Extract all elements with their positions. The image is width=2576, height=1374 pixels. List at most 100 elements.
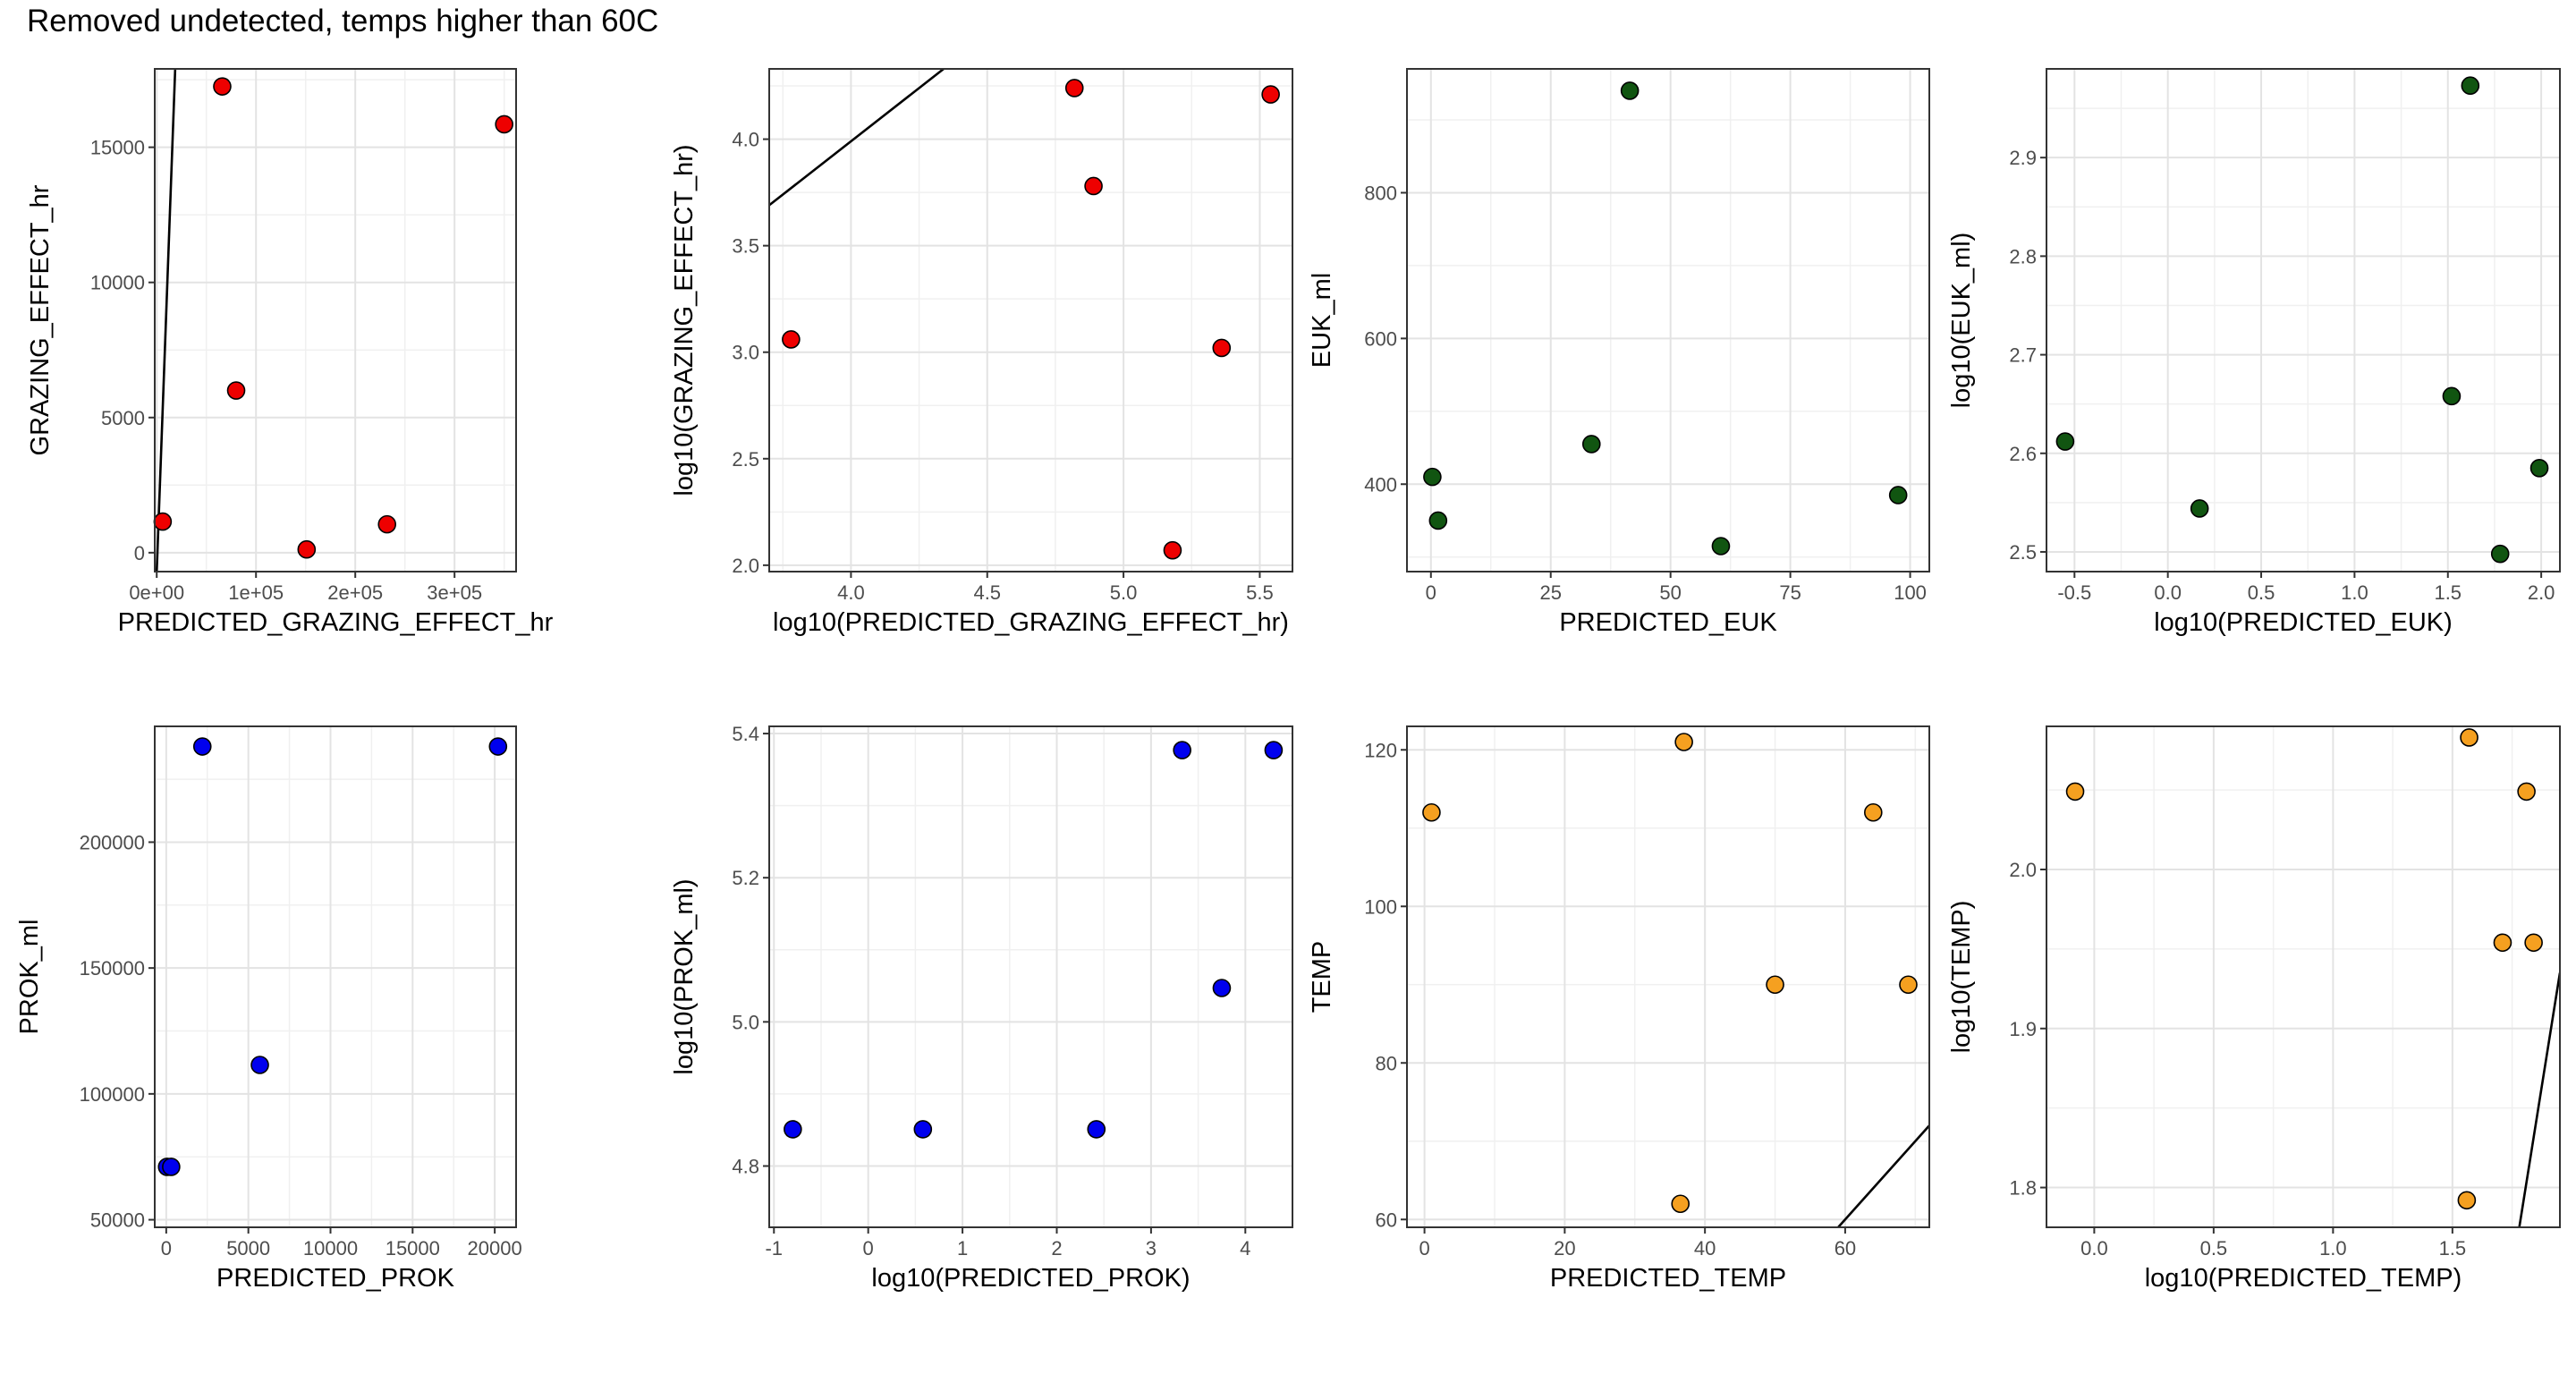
chart8-panel: 0.0 0.5 1.0 1.5 1.8 1.9 2.0 log10(PREDICTED_TEM… <box>1947 725 2561 1293</box>
chart5-plot-area <box>155 726 516 1227</box>
chart4-x-tick-label: 1.5 <box>2434 581 2462 604</box>
chart4-point <box>2055 432 2075 451</box>
chart1-y-tick-label: 5000 <box>101 407 145 429</box>
chart8-point <box>2460 728 2479 747</box>
chart2-x-axis-title: log10(PREDICTED_GRAZING_EFFECT_hr) <box>773 608 1289 637</box>
chart4-point <box>2490 544 2510 564</box>
chart1-y-tick-label: 0 <box>134 542 145 564</box>
chart3-panel-border <box>1406 68 1930 572</box>
chart1-panel: 0e+00 1e+05 2e+05 3e+05 0 5000 10000 15000 PREDI… <box>26 68 554 637</box>
chart7-x-tick-label: 20 <box>1554 1237 1575 1260</box>
chart7-y-tick-label: 80 <box>1376 1052 1397 1074</box>
chart5-x-tick-label: 10000 <box>303 1237 358 1260</box>
chart6-point <box>913 1120 933 1139</box>
chart7-point <box>1674 733 1693 751</box>
chart5-x-tick-label: 15000 <box>386 1237 440 1260</box>
chart3-point <box>1620 81 1640 100</box>
chart8-point <box>2524 933 2543 953</box>
chart4-y-tick-label: 2.7 <box>2009 344 2037 367</box>
chart5-point <box>488 737 508 756</box>
chart5-x-tick-label: 20000 <box>468 1237 522 1260</box>
chart8-point <box>2493 933 2512 953</box>
chart7-panel-border <box>1406 725 1930 1228</box>
chart2-x-tick-label: 5.5 <box>1246 581 1274 604</box>
chart6-point <box>1264 741 1284 759</box>
chart8-x-tick-label: 0.5 <box>2200 1237 2228 1260</box>
chart3-point <box>1581 435 1601 454</box>
chart7-panel: 0 20 40 60 60 80 100 120 PREDICTED_TEMP TEMP <box>1308 725 1930 1293</box>
chart2-y-axis-title: log10(GRAZING_EFFECT_hr) <box>670 144 699 496</box>
chart2-point <box>1212 338 1232 358</box>
chart5-y-tick-label: 200000 <box>80 831 145 853</box>
chart3-y-axis-title: EUK_ml <box>1308 273 1336 368</box>
chart1-x-axis-title: PREDICTED_GRAZING_EFFECT_hr <box>118 608 554 637</box>
chart6-y-tick-label: 5.4 <box>732 723 759 745</box>
chart4-y-tick-label: 2.9 <box>2009 147 2037 169</box>
chart6-x-tick-label: 4 <box>1240 1237 1250 1260</box>
chart3-x-tick-label: 75 <box>1779 581 1801 604</box>
chart7-x-tick-label: 40 <box>1694 1237 1716 1260</box>
chart3-x-tick-label: 100 <box>1894 581 1927 604</box>
chart3-point <box>1428 511 1448 530</box>
chart4-x-tick-label: -0.5 <box>2057 581 2091 604</box>
chart1-point <box>226 381 246 400</box>
chart7-x-tick-label: 0 <box>1419 1237 1429 1260</box>
chart5-y-tick-label: 150000 <box>80 957 145 980</box>
chart7-reference-line <box>1837 1124 1929 1227</box>
chart3-point <box>1423 467 1442 487</box>
chart6-point <box>1173 741 1191 759</box>
chart8-point <box>2517 782 2536 802</box>
chart2-reference-line <box>769 69 945 207</box>
chart7-point <box>1766 975 1784 995</box>
chart8-y-tick-label: 1.8 <box>2009 1177 2037 1200</box>
chart6-y-tick-label: 4.8 <box>732 1156 759 1178</box>
chart7-y-axis-title: TEMP <box>1308 941 1336 1014</box>
chart4-point <box>2461 76 2480 96</box>
chart4-x-axis-title: log10(PREDICTED_EUK) <box>2154 608 2453 637</box>
chart1-y-axis-title: GRAZING_EFFECT_hr <box>26 184 55 455</box>
chart3-x-axis-title: PREDICTED_EUK <box>1559 608 1777 637</box>
chart7-point <box>1863 802 1883 822</box>
chart7-x-axis-title: PREDICTED_TEMP <box>1550 1264 1786 1293</box>
chart5-x-tick-label: 5000 <box>226 1237 270 1260</box>
chart4-plot-area <box>2046 69 2560 572</box>
chart7-plot-area <box>1407 726 1929 1227</box>
chart8-y-tick-label: 2.0 <box>2009 859 2037 881</box>
chart6-point <box>1212 979 1232 997</box>
chart7-y-tick-label: 60 <box>1376 1209 1397 1231</box>
chart2-x-tick-label: 5.0 <box>1110 581 1138 604</box>
chart4-y-tick-label: 2.6 <box>2009 443 2037 465</box>
chart4-x-tick-label: 2.0 <box>2528 581 2555 604</box>
chart5-y-tick-label: 50000 <box>90 1209 145 1232</box>
chart2-panel: 4.0 4.5 5.0 5.5 2.0 2.5 3.0 3.5 4.0 log10(PREDICT… <box>670 68 1293 637</box>
chart1-x-tick-label: 1e+05 <box>228 581 284 604</box>
chart2-point <box>1261 85 1280 104</box>
chart1-point <box>377 514 397 534</box>
chart4-y-axis-title: log10(EUK_ml) <box>1947 233 1976 409</box>
chart8-point <box>2457 1191 2477 1210</box>
chart8-point <box>2065 782 2085 802</box>
chart4-y-tick-label: 2.8 <box>2009 245 2037 267</box>
chart6-x-tick-label: 2 <box>1051 1237 1062 1260</box>
chart2-y-tick-label: 2.0 <box>732 555 759 577</box>
chart7-point <box>1671 1194 1690 1214</box>
figure-title: Removed undetected, temps higher than 60… <box>27 4 659 38</box>
chart5-y-tick-label: 100000 <box>80 1083 145 1106</box>
chart3-x-tick-label: 0 <box>1426 581 1436 604</box>
chart4-x-tick-label: 0.0 <box>2154 581 2182 604</box>
chart8-x-tick-label: 1.0 <box>2319 1237 2347 1260</box>
chart7-y-tick-label: 120 <box>1364 739 1397 761</box>
chart6-x-tick-label: 1 <box>957 1237 968 1260</box>
chart6-y-tick-label: 5.0 <box>732 1011 759 1033</box>
chart4-x-tick-label: 1.0 <box>2341 581 2368 604</box>
chart3-point <box>1888 486 1908 505</box>
chart4-point <box>2529 458 2549 478</box>
chart8-reference-line <box>2518 972 2560 1227</box>
chart1-point <box>153 512 173 531</box>
chart3-y-tick-label: 600 <box>1364 327 1397 350</box>
chart6-x-tick-label: 3 <box>1146 1237 1157 1260</box>
chart3-x-tick-label: 50 <box>1659 581 1681 604</box>
chart8-panel-border <box>2046 725 2561 1228</box>
chart2-x-tick-label: 4.5 <box>973 581 1001 604</box>
chart2-y-tick-label: 4.0 <box>732 129 759 151</box>
